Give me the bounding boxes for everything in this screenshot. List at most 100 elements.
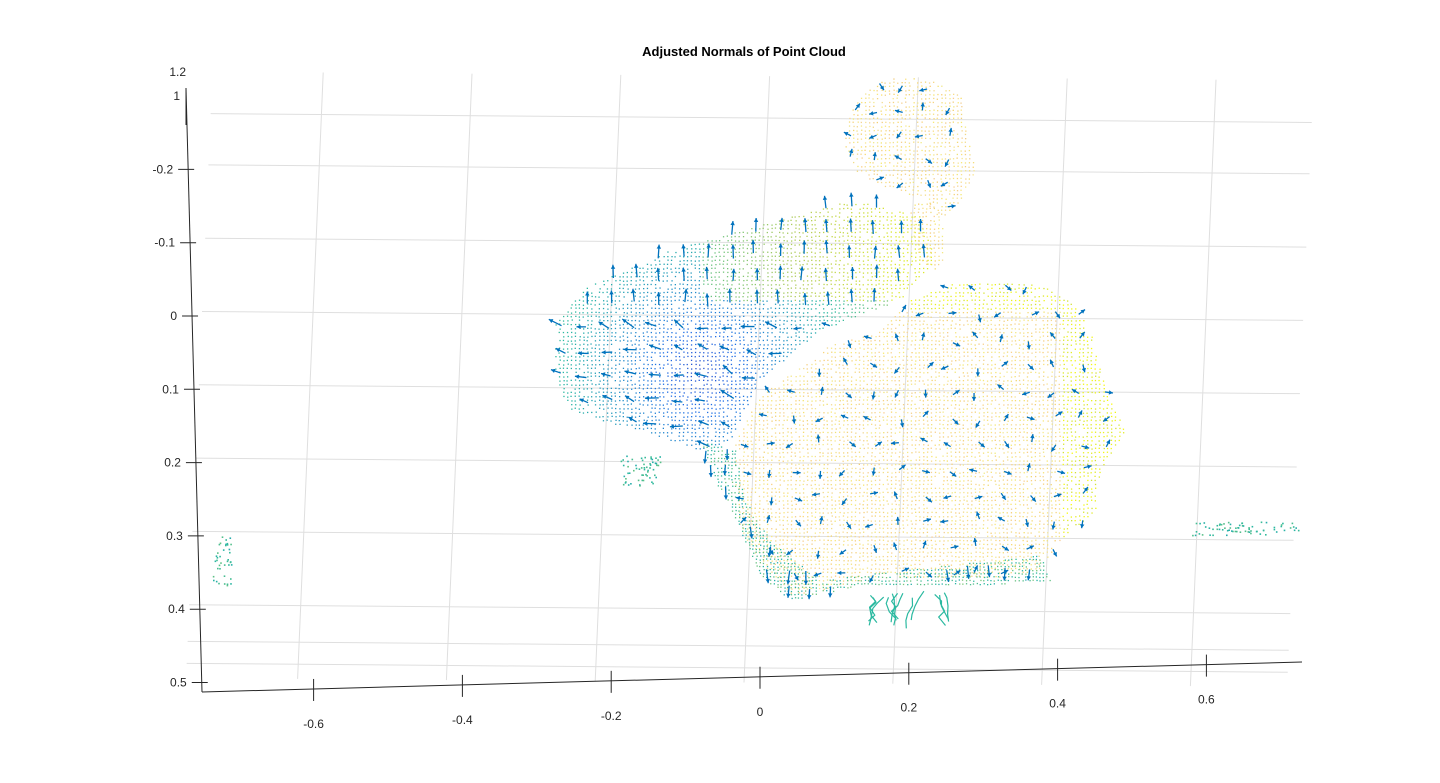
cloud-point-left-wing [682,304,685,306]
cloud-point-right-body [930,416,933,418]
cloud-point-right-body [814,376,816,378]
cloud-point-left-wing [791,348,793,350]
cloud-point-right-body [951,347,953,350]
cloud-point-left-wing [894,267,897,269]
cloud-point-left-wing [719,404,721,406]
cloud-point-right-body [802,404,804,406]
cloud-point-left-wing [779,324,781,326]
cloud-point-left-wing [626,316,628,318]
cloud-point-left-wing [815,295,817,297]
cloud-point-right-body [767,400,769,402]
cloud-point-left-wing [655,264,657,266]
cloud-point-left-wing [586,307,588,309]
cloud-point-right-body [899,319,901,322]
cloud-point-left-wing [666,267,668,269]
cloud-point-left-wing [763,224,765,226]
cloud-point-right-body [867,407,869,410]
cloud-point-left-wing [727,339,729,341]
cloud-point-left-wing [643,335,645,337]
cloud-point-left-wing [871,292,873,294]
cloud-point-left-wing [767,279,769,282]
cloud-point-right-body [1038,300,1040,302]
cloud-point-left-wing [787,336,789,338]
cloud-point-left-wing [670,384,673,386]
cloud-point-right-body [943,415,945,417]
cloud-point-right-body [870,348,873,350]
cloud-point-left-wing [578,316,580,318]
cloud-point-right-body [950,419,952,421]
cloud-point-right-body [930,395,932,397]
cloud-point-left-wing [626,420,628,422]
cloud-point-right-body [1046,324,1049,326]
cloud-point-left-wing [767,356,769,358]
cloud-point-right-body [831,363,833,365]
cloud-point-right-body [831,408,833,410]
cloud-point-left-wing [619,371,621,373]
cloud-point-left-wing [675,332,677,334]
cloud-point-left-wing [711,308,713,310]
cloud-point-left-wing [790,267,793,269]
cloud-point-left-wing [598,348,601,350]
cloud-point-right-body [938,340,940,342]
cloud-point-right-body [1046,355,1048,358]
cloud-point-right-body [850,400,852,402]
cloud-point-right-body [923,347,925,349]
cloud-point-left-wing [675,355,677,358]
cloud-point-left-wing [830,280,832,282]
cloud-point-left-wing [643,352,645,354]
cloud-point-right-body [806,383,809,385]
cloud-point-left-wing [599,380,601,382]
cloud-point-left-wing [855,216,857,218]
cloud-point-right-body [983,292,985,294]
cloud-point-right-body [1010,288,1012,290]
cloud-point-left-wing [787,224,789,226]
cloud-point-left-wing [635,352,637,354]
cloud-point-left-wing [722,372,724,374]
cloud-point-right-body [967,343,969,345]
cloud-point-right-body [1018,339,1020,341]
cloud-point-left-wing [686,444,688,446]
cloud-point-right-body [954,368,957,370]
cloud-point-left-wing [694,424,696,426]
cloud-point-right-body [998,367,1000,370]
cloud-point-left-wing [695,339,697,341]
cloud-point-right-body [747,424,749,426]
cloud-point-left-wing [686,311,688,313]
cloud-point-right-body [1079,383,1081,386]
cloud-point-right-body [775,408,777,410]
cloud-point-left-wing [887,235,889,238]
cloud-point-right-body [991,295,993,297]
cloud-point-left-wing [730,408,732,410]
cloud-point-right-body [1087,399,1089,401]
cloud-point-right-body [1091,400,1093,402]
cloud-point-left-wing [823,272,825,274]
cloud-point-right-body [879,368,881,370]
cloud-point-left-wing [666,355,668,358]
cloud-point-left-wing [775,239,777,242]
cloud-point-right-body [958,388,961,390]
cloud-point-left-wing [735,272,737,274]
cloud-point-left-wing [642,280,645,282]
cloud-point-left-wing [882,275,885,277]
cloud-point-right-body [991,376,993,378]
cloud-point-left-wing [647,363,649,366]
cloud-point-left-wing [595,411,597,413]
cloud-point-right-body [1087,363,1089,366]
cloud-point-left-wing [863,224,865,226]
cloud-point-right-body [955,404,957,406]
cloud-point-right-body [1027,319,1029,322]
cloud-point-right-body [1074,420,1077,422]
cloud-point-left-wing [871,288,873,290]
cloud-point-left-wing [843,307,845,310]
cloud-point-left-wing [711,320,713,322]
cloud-point-right-body [1062,323,1064,325]
cloud-point-left-wing [655,287,657,289]
cloud-point-left-wing [803,324,805,326]
cloud-point-right-body [1062,343,1065,345]
cloud-point-right-body [790,404,792,406]
cloud-point-left-wing [843,251,845,253]
cloud-point-left-wing [642,424,644,426]
cloud-point-right-body [1023,332,1025,334]
cloud-point-right-body [1035,300,1037,302]
cloud-point-left-wing [783,268,785,270]
